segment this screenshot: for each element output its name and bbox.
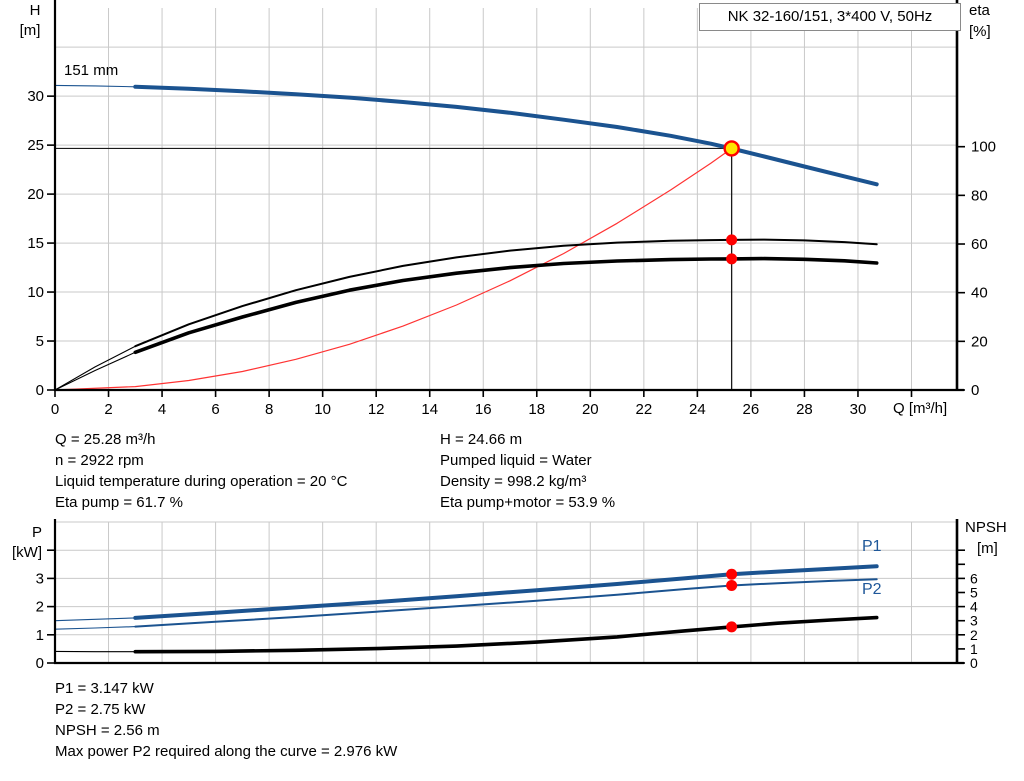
x-tick-label: 6: [211, 401, 219, 418]
operating-point-dot: [726, 568, 738, 580]
eta-axis-unit: [%]: [969, 23, 991, 40]
power-info: P1 = 3.147 kW P2 = 2.75 kW NPSH = 2.56 m…: [55, 678, 397, 762]
info-line-speed: n = 2922 rpm: [55, 452, 144, 469]
impeller-size-label: 151 mm: [64, 62, 119, 79]
y-right-tick-label: 3: [970, 613, 978, 629]
y-left-tick-label: 25: [27, 137, 44, 154]
y-right-tick-label: 20: [971, 333, 988, 350]
y-left-tick-label: 30: [27, 88, 44, 105]
y-left-tick-label: 10: [27, 284, 44, 301]
p1-curve-label: P1: [862, 538, 882, 555]
info-line-temperature: Liquid temperature during operation = 20…: [55, 473, 348, 490]
x-tick-label: 12: [368, 401, 385, 418]
y-right-tick-label: 100: [971, 139, 996, 156]
q-axis-label: Q [m³/h]: [893, 400, 948, 417]
h-axis-label: H: [29, 2, 41, 19]
pump-title-box: NK 32-160/151, 3*400 V, 50Hz: [699, 3, 961, 31]
duty-info-right: H = 24.66 m Pumped liquid = Water Densit…: [440, 429, 615, 513]
eta-pump-motor-curve: [54, 351, 136, 391]
eta-pump-curve: [134, 238, 878, 348]
y-right-tick-label: 1: [970, 641, 978, 657]
p2-curve-label: P2: [862, 581, 882, 598]
pump-curve-151mm[interactable]: [54, 84, 136, 88]
eta-pump-motor-curve: [133, 256, 879, 355]
x-tick-label: 16: [475, 401, 492, 418]
y-left-tick-label: 15: [27, 235, 44, 252]
info-line-liquid: Pumped liquid = Water: [440, 452, 592, 469]
info-line-q: Q = 25.28 m³/h: [55, 431, 156, 448]
y-left-tick-label: 0: [36, 655, 44, 672]
x-tick-label: 28: [796, 401, 813, 418]
h-axis-unit: [m]: [19, 22, 41, 39]
x-tick-label: 2: [104, 401, 112, 418]
x-tick-label: 0: [51, 401, 59, 418]
y-right-tick-label: 80: [971, 187, 988, 204]
system-curve: [54, 147, 733, 391]
y-right-tick-label: 40: [971, 285, 988, 302]
operating-point-dot: [726, 253, 738, 265]
y-right-tick-label: 6: [970, 570, 978, 586]
p1-curve: [54, 617, 136, 622]
y-left-tick-label: 2: [36, 599, 44, 616]
y-right-tick-label: 0: [970, 655, 978, 671]
info-line-max-power: Max power P2 required along the curve = …: [55, 743, 398, 760]
x-tick-label: 8: [265, 401, 273, 418]
y-left-tick-label: 5: [36, 333, 44, 350]
y-right-tick-label: 0: [971, 382, 979, 399]
y-left-tick-label: 20: [27, 186, 44, 203]
info-line-head: H = 24.66 m: [440, 431, 523, 448]
x-tick-label: 4: [158, 401, 166, 418]
x-tick-label: 10: [314, 401, 331, 418]
pump-curve-151mm[interactable]: [133, 84, 879, 187]
info-line-density: Density = 998.2 kg/m³: [440, 473, 587, 490]
y-right-tick-label: 60: [971, 236, 988, 253]
npsh-axis-unit: [m]: [977, 540, 998, 557]
x-tick-label: 22: [635, 401, 652, 418]
info-line-p1: P1 = 3.147 kW: [55, 680, 154, 697]
y-right-tick-label: 2: [970, 627, 978, 643]
x-tick-label: 30: [850, 401, 867, 418]
operating-point-dot: [726, 234, 738, 246]
p2-curve: [54, 626, 136, 630]
p-axis-label: P: [31, 524, 42, 541]
duty-point-marker[interactable]: [723, 140, 740, 157]
eta-pump-curve: [54, 345, 136, 391]
duty-info-left: Q = 25.28 m³/h n = 2922 rpm Liquid tempe…: [55, 429, 347, 513]
eta-axis-label: eta: [969, 2, 990, 19]
operating-point-dot: [726, 579, 738, 591]
operating-point-dot: [726, 621, 738, 633]
npsh-curve: [133, 615, 879, 654]
y-left-tick-label: 1: [36, 627, 44, 644]
p1-curve: [133, 564, 879, 620]
x-tick-label: 14: [421, 401, 438, 418]
p2-curve: [134, 578, 878, 628]
info-line-npsh: NPSH = 2.56 m: [55, 722, 160, 739]
y-right-tick-label: 4: [970, 599, 978, 615]
npsh-axis-label: NPSH: [965, 519, 1007, 536]
y-left-tick-label: 3: [36, 570, 44, 587]
x-tick-label: 24: [689, 401, 706, 418]
info-line-eta-pump-motor: Eta pump+motor = 53.9 %: [440, 494, 616, 511]
x-tick-label: 26: [743, 401, 760, 418]
y-right-tick-label: 5: [970, 585, 978, 601]
p-axis-unit: [kW]: [12, 544, 42, 561]
y-left-tick-label: 0: [36, 382, 44, 399]
x-tick-label: 18: [528, 401, 545, 418]
x-tick-label: 20: [582, 401, 599, 418]
info-line-p2: P2 = 2.75 kW: [55, 701, 146, 718]
info-line-eta-pump: Eta pump = 61.7 %: [55, 494, 183, 511]
